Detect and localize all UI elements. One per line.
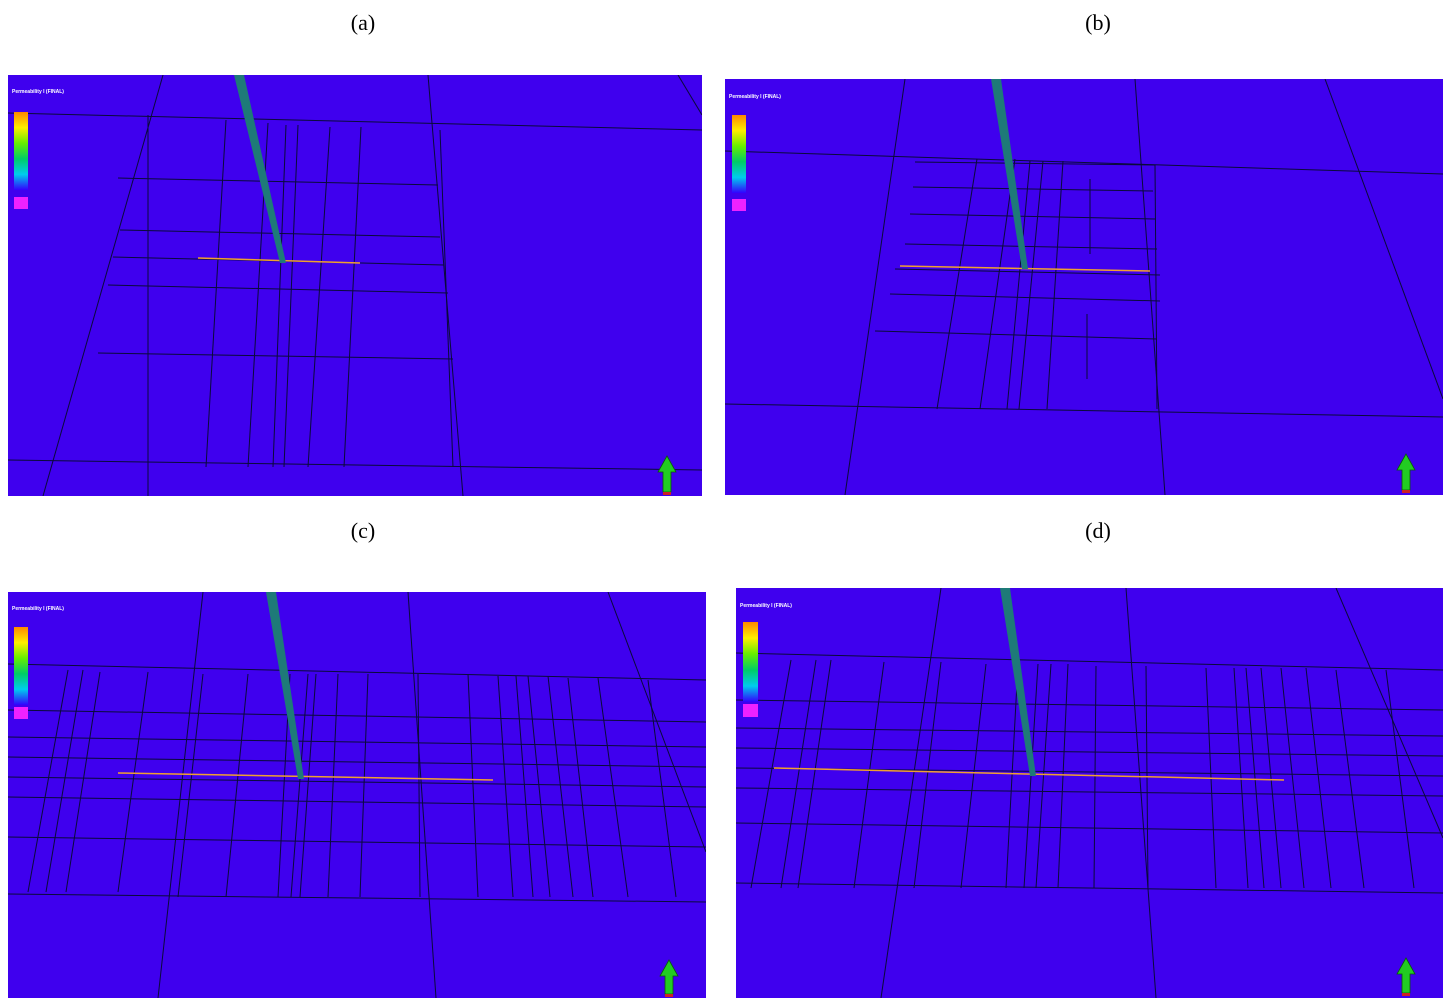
- wellbore: [1000, 588, 1036, 776]
- caption-c: (c): [350, 518, 376, 543]
- background: [8, 592, 706, 998]
- north-arrow-icon: [659, 959, 679, 997]
- legend-min-swatch: [732, 199, 746, 211]
- legend-title: Permeability I (FINAL): [729, 94, 781, 100]
- wellbore: [991, 79, 1028, 269]
- legend-colorbar: [743, 622, 758, 702]
- legend-title: Permeability I (FINAL): [740, 603, 792, 609]
- panel-a-view: Permeability I (FINAL): [8, 75, 702, 496]
- grid-lines: [725, 79, 1443, 495]
- north-arrow-icon: [1396, 453, 1416, 493]
- panel-c-view: Permeability I (FINAL): [8, 592, 706, 998]
- legend-title: Permeability I (FINAL): [12, 89, 64, 95]
- panel-a: Permeability I (FINAL): [8, 75, 702, 496]
- legend-min-swatch: [14, 197, 28, 209]
- caption-b: (b): [1085, 10, 1111, 35]
- background: [736, 588, 1443, 998]
- fracture-line: [117, 772, 494, 781]
- legend: Permeability I (FINAL): [12, 606, 64, 719]
- legend: Permeability I (FINAL): [12, 89, 64, 209]
- panel-c: Permeability I (FINAL): [8, 592, 706, 998]
- north-arrow-icon: [1396, 957, 1416, 996]
- fracture-line: [773, 767, 1285, 781]
- north-arrow-icon: [657, 455, 677, 495]
- panel-b-view: Permeability I (FINAL): [725, 79, 1443, 495]
- wellbore: [266, 592, 304, 779]
- fracture-line: [197, 257, 361, 264]
- grid-lines: [8, 75, 702, 496]
- panel-b: Permeability I (FINAL): [725, 79, 1443, 495]
- legend: Permeability I (FINAL): [740, 603, 792, 717]
- legend-min-swatch: [14, 707, 28, 719]
- background: [725, 79, 1443, 495]
- legend-colorbar: [14, 627, 28, 705]
- legend-colorbar: [732, 115, 746, 193]
- panel-d-view: Permeability I (FINAL): [736, 588, 1443, 998]
- legend-colorbar: [14, 112, 28, 190]
- legend-title: Permeability I (FINAL): [12, 606, 64, 612]
- legend-min-swatch: [743, 704, 758, 717]
- wellbore: [234, 75, 286, 263]
- grid-lines: [8, 592, 706, 998]
- caption-a: (a): [350, 10, 376, 35]
- caption-d: (d): [1085, 518, 1111, 543]
- legend: Permeability I (FINAL): [729, 94, 781, 211]
- panel-d: Permeability I (FINAL): [736, 588, 1443, 998]
